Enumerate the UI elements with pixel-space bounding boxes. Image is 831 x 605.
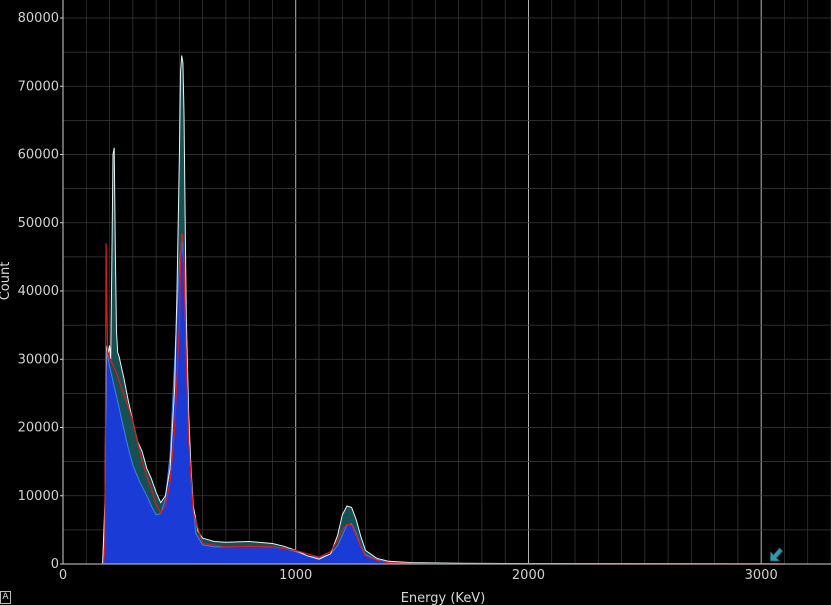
x-tick-label: 1000 (279, 568, 312, 583)
y-tick-label: 0 (51, 557, 59, 572)
series-1-area (102, 55, 785, 564)
series-0-outline (102, 239, 785, 565)
y-tick-label: 60000 (18, 148, 59, 163)
y-tick-label: 30000 (18, 352, 59, 367)
series-1-outline (102, 55, 785, 565)
y-tick-label: 80000 (18, 11, 59, 26)
x-axis-label: Energy (KeV) (401, 591, 486, 605)
y-tick-label: 20000 (18, 421, 59, 436)
y-tick-label: 40000 (18, 284, 59, 299)
series-layer (102, 55, 785, 565)
y-tick-label: 70000 (18, 79, 59, 94)
y-tick-label: 10000 (18, 489, 59, 504)
tick-labels: 0100002000030000400005000060000700008000… (18, 11, 778, 583)
series-2-line (102, 232, 785, 565)
peak-marker-arrow-icon[interactable] (770, 547, 784, 562)
y-tick-label: 50000 (18, 216, 59, 231)
x-tick-label: 3000 (745, 568, 778, 583)
series-0-area (102, 239, 785, 565)
x-tick-label: 0 (59, 568, 67, 583)
y-axis-label: Count (0, 262, 13, 301)
x-tick-label: 2000 (512, 568, 545, 583)
grid-lines (63, 0, 831, 564)
zoom-reset-icon[interactable]: A (0, 591, 11, 604)
axes (62, 0, 831, 565)
marker-layer (770, 547, 784, 562)
